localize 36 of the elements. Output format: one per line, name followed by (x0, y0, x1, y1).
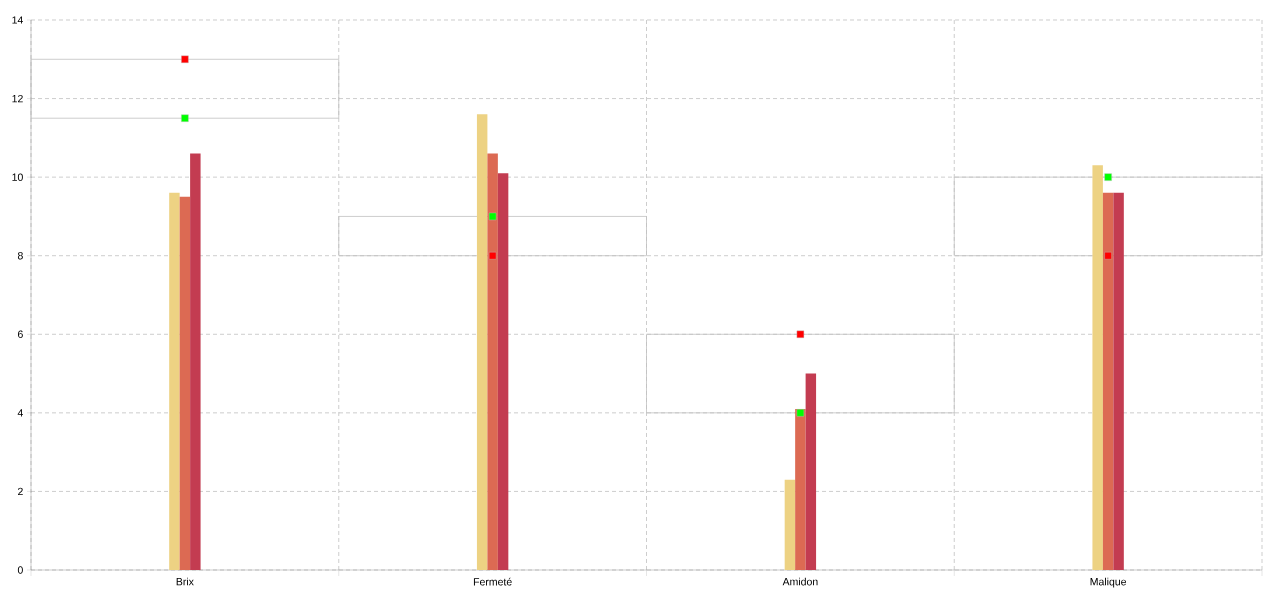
point (488, 252, 497, 260)
x-tick-label: Amidon (782, 577, 818, 586)
bar (190, 153, 201, 570)
y-tick-label: 0 (17, 566, 23, 574)
x-tick-label: Malique (1090, 577, 1127, 588)
bar (487, 153, 498, 570)
bar (953, 176, 1263, 257)
bar (1113, 192, 1124, 570)
bar (1092, 165, 1103, 570)
y-tick-label: 14 (12, 16, 23, 24)
y-tick-label: 2 (18, 487, 23, 496)
point (1104, 252, 1112, 260)
bar (646, 333, 955, 414)
bar (795, 408, 806, 570)
bar (784, 479, 796, 570)
bar (30, 58, 340, 119)
point (796, 330, 805, 338)
bar (476, 114, 488, 570)
y-tick-label: 10 (12, 173, 23, 181)
y-tick-label: 4 (17, 409, 23, 417)
bar (169, 192, 180, 570)
x-tick-label: Brix (176, 577, 194, 586)
bar (805, 373, 817, 570)
bar (179, 196, 191, 570)
bar (497, 173, 509, 570)
y-tick-label: 6 (18, 330, 23, 339)
y-tick-label: 8 (17, 252, 23, 260)
point (181, 55, 189, 63)
point (488, 212, 497, 221)
bar (338, 216, 647, 257)
point (1104, 173, 1112, 181)
y-tick-label: 12 (12, 94, 23, 103)
point (796, 409, 805, 417)
point (181, 114, 189, 122)
bar (1102, 192, 1114, 570)
x-tick-label: Fermeté (473, 577, 512, 586)
